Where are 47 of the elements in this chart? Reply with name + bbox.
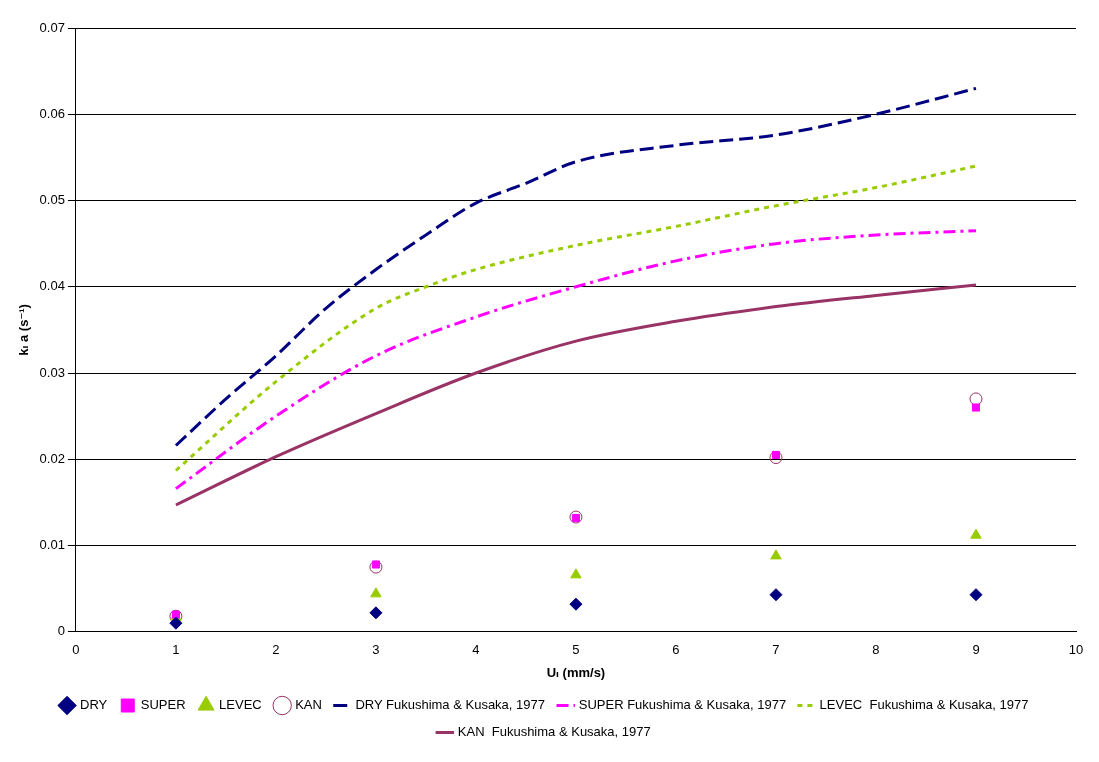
- point: [971, 403, 981, 412]
- point: [370, 587, 382, 598]
- y-tick-label: 0: [57, 623, 65, 639]
- x-tick-label: 1: [172, 642, 180, 658]
- y-tick-label: 0.02: [39, 450, 65, 466]
- legend-label: SUPER: [140, 697, 186, 713]
- y-tick-label: 0.07: [39, 19, 65, 35]
- x-tick-label: 8: [872, 642, 880, 658]
- point: [169, 616, 183, 630]
- legend-label: LEVEC: [219, 697, 262, 713]
- y-tick-label: 0.03: [39, 364, 65, 380]
- point: [970, 528, 982, 539]
- legend-label: SUPER Fukushima & Kusaka, 1977: [578, 697, 787, 713]
- line-series: [174, 164, 978, 472]
- y-tick-label: 0.04: [39, 278, 65, 294]
- y-tick-label: 0.05: [39, 192, 65, 208]
- x-tick-label: 6: [672, 642, 680, 658]
- x-tick-label: 2: [272, 642, 280, 658]
- x-tick-label: 10: [1068, 642, 1084, 658]
- point: [569, 597, 583, 611]
- legend-label: DRY Fukushima & Kusaka, 1977: [355, 697, 545, 713]
- legend-label: KAN: [295, 697, 322, 713]
- legend-label: DRY: [80, 697, 108, 713]
- y-axis-title: kₗ a (s⁻¹): [16, 304, 32, 356]
- point: [969, 588, 983, 602]
- x-tick-label: 9: [972, 642, 980, 658]
- line-series: [174, 229, 978, 491]
- point: [570, 568, 582, 579]
- legend-label: LEVEC Fukushima & Kusaka, 1977: [819, 697, 1029, 713]
- point: [769, 451, 783, 465]
- point: [769, 588, 783, 602]
- y-tick-label: 0.01: [39, 537, 65, 553]
- point: [771, 450, 781, 460]
- y-tick-label: 0.06: [39, 105, 65, 121]
- point: [969, 392, 983, 406]
- legend-label: KAN Fukushima & Kusaka, 1977: [457, 724, 651, 740]
- x-tick-label: 7: [772, 642, 780, 658]
- x-axis-title: Uₗ (mm/s): [546, 664, 606, 680]
- line-series: [174, 283, 978, 507]
- line-series: [174, 86, 978, 447]
- x-tick-label: 3: [372, 642, 380, 658]
- point: [369, 606, 383, 620]
- point: [770, 549, 782, 560]
- x-tick-label: 0: [72, 642, 80, 658]
- x-tick-label: 5: [572, 642, 580, 658]
- x-tick-label: 4: [472, 642, 480, 658]
- point: [369, 560, 383, 574]
